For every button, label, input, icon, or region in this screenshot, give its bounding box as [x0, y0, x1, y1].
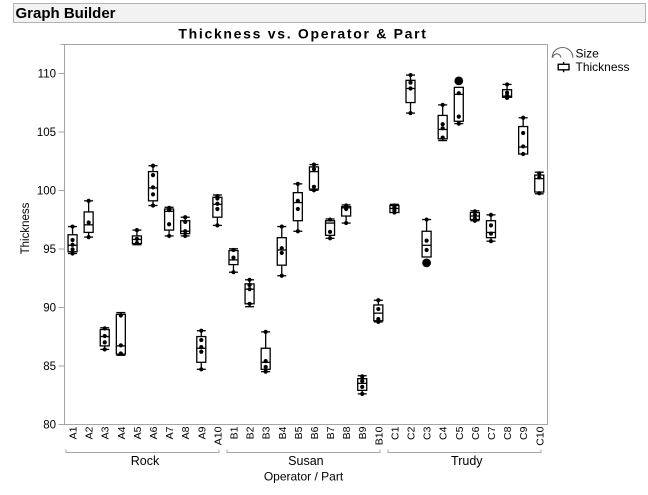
svg-text:Thickness: Thickness [576, 60, 630, 74]
svg-text:A5: A5 [132, 426, 144, 439]
svg-text:B2: B2 [245, 426, 257, 439]
svg-text:C10: C10 [534, 426, 546, 445]
svg-text:B9: B9 [357, 426, 369, 439]
svg-text:Susan: Susan [288, 454, 323, 468]
svg-text:A9: A9 [196, 426, 208, 439]
svg-text:C6: C6 [470, 426, 482, 440]
svg-text:100: 100 [37, 185, 56, 197]
svg-text:A2: A2 [84, 426, 96, 439]
svg-text:90: 90 [43, 302, 56, 314]
svg-text:105: 105 [37, 127, 56, 139]
svg-text:Rock: Rock [131, 454, 160, 468]
svg-text:B8: B8 [341, 426, 353, 439]
svg-text:A4: A4 [116, 426, 128, 439]
svg-text:A1: A1 [68, 426, 80, 439]
svg-text:C1: C1 [389, 426, 401, 440]
svg-text:80: 80 [43, 419, 56, 431]
svg-text:C9: C9 [518, 426, 530, 440]
svg-text:Operator / Part: Operator / Part [264, 470, 344, 484]
svg-text:B6: B6 [309, 426, 321, 439]
svg-text:Graph Builder: Graph Builder [16, 5, 116, 22]
svg-text:Trudy: Trudy [451, 454, 483, 468]
svg-text:Thickness vs. Operator & Part: Thickness vs. Operator & Part [178, 25, 427, 41]
svg-text:B1: B1 [228, 426, 240, 439]
svg-text:85: 85 [43, 361, 56, 373]
svg-text:C7: C7 [486, 426, 498, 440]
svg-text:110: 110 [38, 68, 56, 80]
svg-text:A3: A3 [100, 426, 112, 439]
svg-text:C4: C4 [438, 426, 450, 440]
svg-text:C8: C8 [502, 426, 514, 440]
svg-text:B3: B3 [261, 426, 273, 439]
svg-text:B10: B10 [373, 426, 385, 445]
svg-text:C5: C5 [454, 426, 466, 440]
svg-text:A10: A10 [212, 426, 224, 445]
svg-text:A7: A7 [164, 426, 176, 439]
svg-text:C2: C2 [406, 426, 418, 440]
svg-text:B5: B5 [293, 426, 305, 439]
svg-text:Size: Size [576, 46, 600, 60]
svg-text:Thickness: Thickness [20, 202, 32, 254]
svg-text:B4: B4 [277, 426, 289, 439]
svg-text:95: 95 [43, 244, 56, 256]
svg-text:C3: C3 [422, 426, 434, 440]
svg-text:A6: A6 [148, 426, 160, 439]
svg-text:B7: B7 [325, 426, 337, 439]
svg-text:A8: A8 [180, 426, 192, 439]
